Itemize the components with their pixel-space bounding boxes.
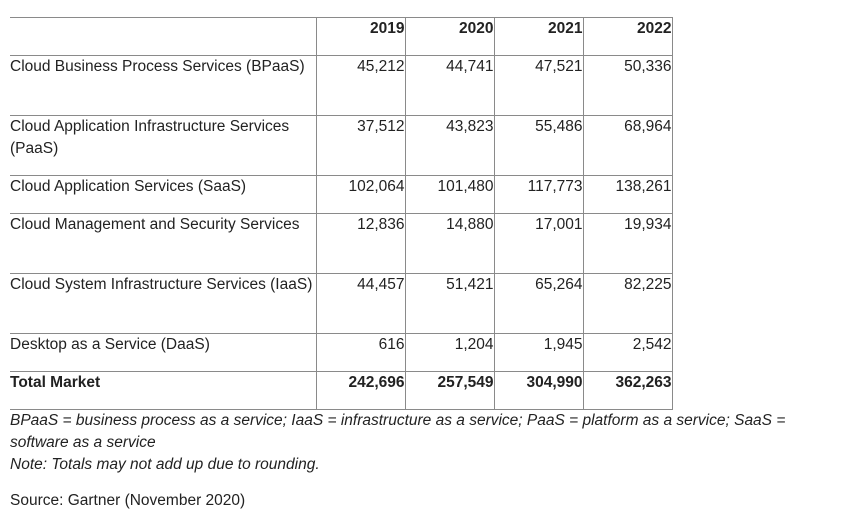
year-header: 2021	[493, 17, 584, 56]
value-cell: 1,204	[404, 333, 495, 372]
value-cell: 117,773	[493, 175, 584, 214]
table-row: Cloud Application Services (SaaS) 102,06…	[10, 175, 673, 214]
total-value-cell: 257,549	[404, 371, 495, 410]
value-cell: 51,421	[404, 273, 495, 334]
total-row: Total Market 242,696 257,549 304,990 362…	[10, 371, 673, 410]
value-cell: 101,480	[404, 175, 495, 214]
value-cell: 12,836	[315, 213, 406, 274]
table-row: Cloud System Infrastructure Services (Ia…	[10, 273, 673, 334]
rounding-note: Note: Totals may not add up due to round…	[10, 456, 320, 473]
value-cell: 82,225	[582, 273, 673, 334]
value-cell: 43,823	[404, 115, 495, 176]
value-cell: 138,261	[582, 175, 673, 214]
table-row: Cloud Application Infrastructure Service…	[10, 115, 673, 176]
year-header: 2019	[315, 17, 406, 56]
value-cell: 68,964	[582, 115, 673, 176]
value-cell: 102,064	[315, 175, 406, 214]
value-cell: 50,336	[582, 55, 673, 116]
year-header: 2020	[404, 17, 495, 56]
value-cell: 55,486	[493, 115, 584, 176]
value-cell: 65,264	[493, 273, 584, 334]
row-label: Cloud Management and Security Services	[10, 213, 317, 274]
abbreviations-note: BPaaS = business process as a service; I…	[10, 412, 786, 451]
value-cell: 2,542	[582, 333, 673, 372]
value-cell: 45,212	[315, 55, 406, 116]
value-cell: 44,457	[315, 273, 406, 334]
table-notes: BPaaS = business process as a service; I…	[10, 410, 840, 476]
table-row: Desktop as a Service (DaaS) 616 1,204 1,…	[10, 333, 673, 372]
value-cell: 37,512	[315, 115, 406, 176]
value-cell: 19,934	[582, 213, 673, 274]
table-row: Cloud Business Process Services (BPaaS) …	[10, 55, 673, 116]
value-cell: 14,880	[404, 213, 495, 274]
year-header: 2022	[582, 17, 673, 56]
value-cell: 47,521	[493, 55, 584, 116]
total-value-cell: 362,263	[582, 371, 673, 410]
row-label: Cloud Business Process Services (BPaaS)	[10, 55, 317, 116]
header-corner-cell	[10, 17, 317, 56]
value-cell: 616	[315, 333, 406, 372]
row-label: Desktop as a Service (DaaS)	[10, 333, 317, 372]
source-note: Source: Gartner (November 2020)	[10, 492, 246, 509]
value-cell: 44,741	[404, 55, 495, 116]
total-value-cell: 242,696	[315, 371, 406, 410]
total-label: Total Market	[10, 371, 317, 410]
cloud-services-table: 2019 2020 2021 2022 Cloud Business Proce…	[10, 17, 673, 410]
table-row: Cloud Management and Security Services 1…	[10, 213, 673, 274]
value-cell: 17,001	[493, 213, 584, 274]
total-value-cell: 304,990	[493, 371, 584, 410]
row-label: Cloud Application Services (SaaS)	[10, 175, 317, 214]
value-cell: 1,945	[493, 333, 584, 372]
row-label: Cloud Application Infrastructure Service…	[10, 115, 317, 176]
row-label: Cloud System Infrastructure Services (Ia…	[10, 273, 317, 334]
header-row: 2019 2020 2021 2022	[10, 17, 673, 56]
